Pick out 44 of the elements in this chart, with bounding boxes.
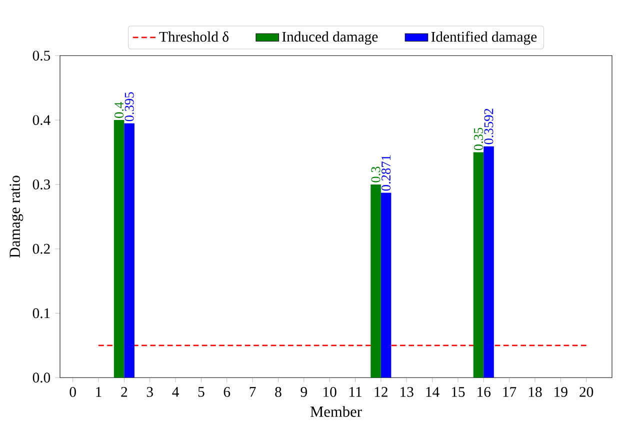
x-tick-label: 12 <box>374 387 388 397</box>
x-tick-label: 6 <box>224 387 230 397</box>
y-tick-label: 0.5 <box>32 50 50 61</box>
data-label: 0.2871 <box>382 155 391 191</box>
bar <box>124 123 134 378</box>
x-tick-label: 16 <box>478 387 491 397</box>
y-tick-label: 0.2 <box>32 244 50 254</box>
x-tick-label: 0 <box>70 387 76 397</box>
x-tick-label: 10 <box>324 387 336 397</box>
legend-label: Identified damage <box>431 31 537 45</box>
x-tick-label: 20 <box>580 387 594 397</box>
data-label: 0.3 <box>371 166 380 182</box>
x-tick-label: 5 <box>198 387 204 397</box>
data-label: 0.395 <box>124 92 134 122</box>
legend-label: Threshold δ <box>159 31 228 42</box>
x-tick-label: 8 <box>275 387 282 397</box>
legend-label: Induced damage <box>282 31 378 45</box>
bar <box>484 146 494 378</box>
bar <box>380 192 392 378</box>
y-axis-title: Damage ratio <box>10 176 24 258</box>
x-tick-label: 15 <box>452 387 465 397</box>
x-tick-label: 13 <box>400 387 414 397</box>
y-tick-label: 0.0 <box>32 372 50 383</box>
data-label: 0.4 <box>114 102 124 118</box>
x-tick-label: 11 <box>349 387 362 397</box>
x-tick-label: 19 <box>554 387 568 397</box>
bar <box>114 120 124 378</box>
y-tick-label: 0.3 <box>32 179 50 190</box>
data-label: 0.3592 <box>484 108 494 144</box>
data-label: 0.35 <box>474 128 484 150</box>
x-tick-label: 4 <box>172 387 179 397</box>
y-tick-label: 0.1 <box>32 308 50 318</box>
x-tick-label: 3 <box>146 387 153 397</box>
bar <box>370 184 381 378</box>
x-tick-label: 2 <box>121 387 128 397</box>
x-axis-title: Member <box>310 406 362 417</box>
x-tick-label: 9 <box>300 387 307 397</box>
x-tick-label: 17 <box>503 387 516 397</box>
x-tick-label: 1 <box>96 387 102 397</box>
x-tick-label: 7 <box>250 387 256 397</box>
y-tick-label: 0.4 <box>32 115 50 126</box>
x-tick-label: 18 <box>528 387 542 397</box>
bar <box>473 152 484 378</box>
x-tick-label: 14 <box>426 387 440 397</box>
